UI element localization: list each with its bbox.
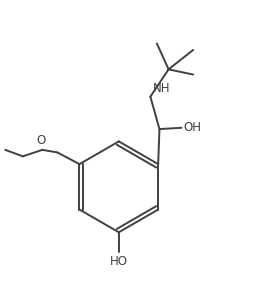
Text: O: O (37, 134, 46, 147)
Text: OH: OH (183, 121, 201, 134)
Text: HO: HO (110, 255, 128, 268)
Text: NH: NH (152, 82, 170, 94)
